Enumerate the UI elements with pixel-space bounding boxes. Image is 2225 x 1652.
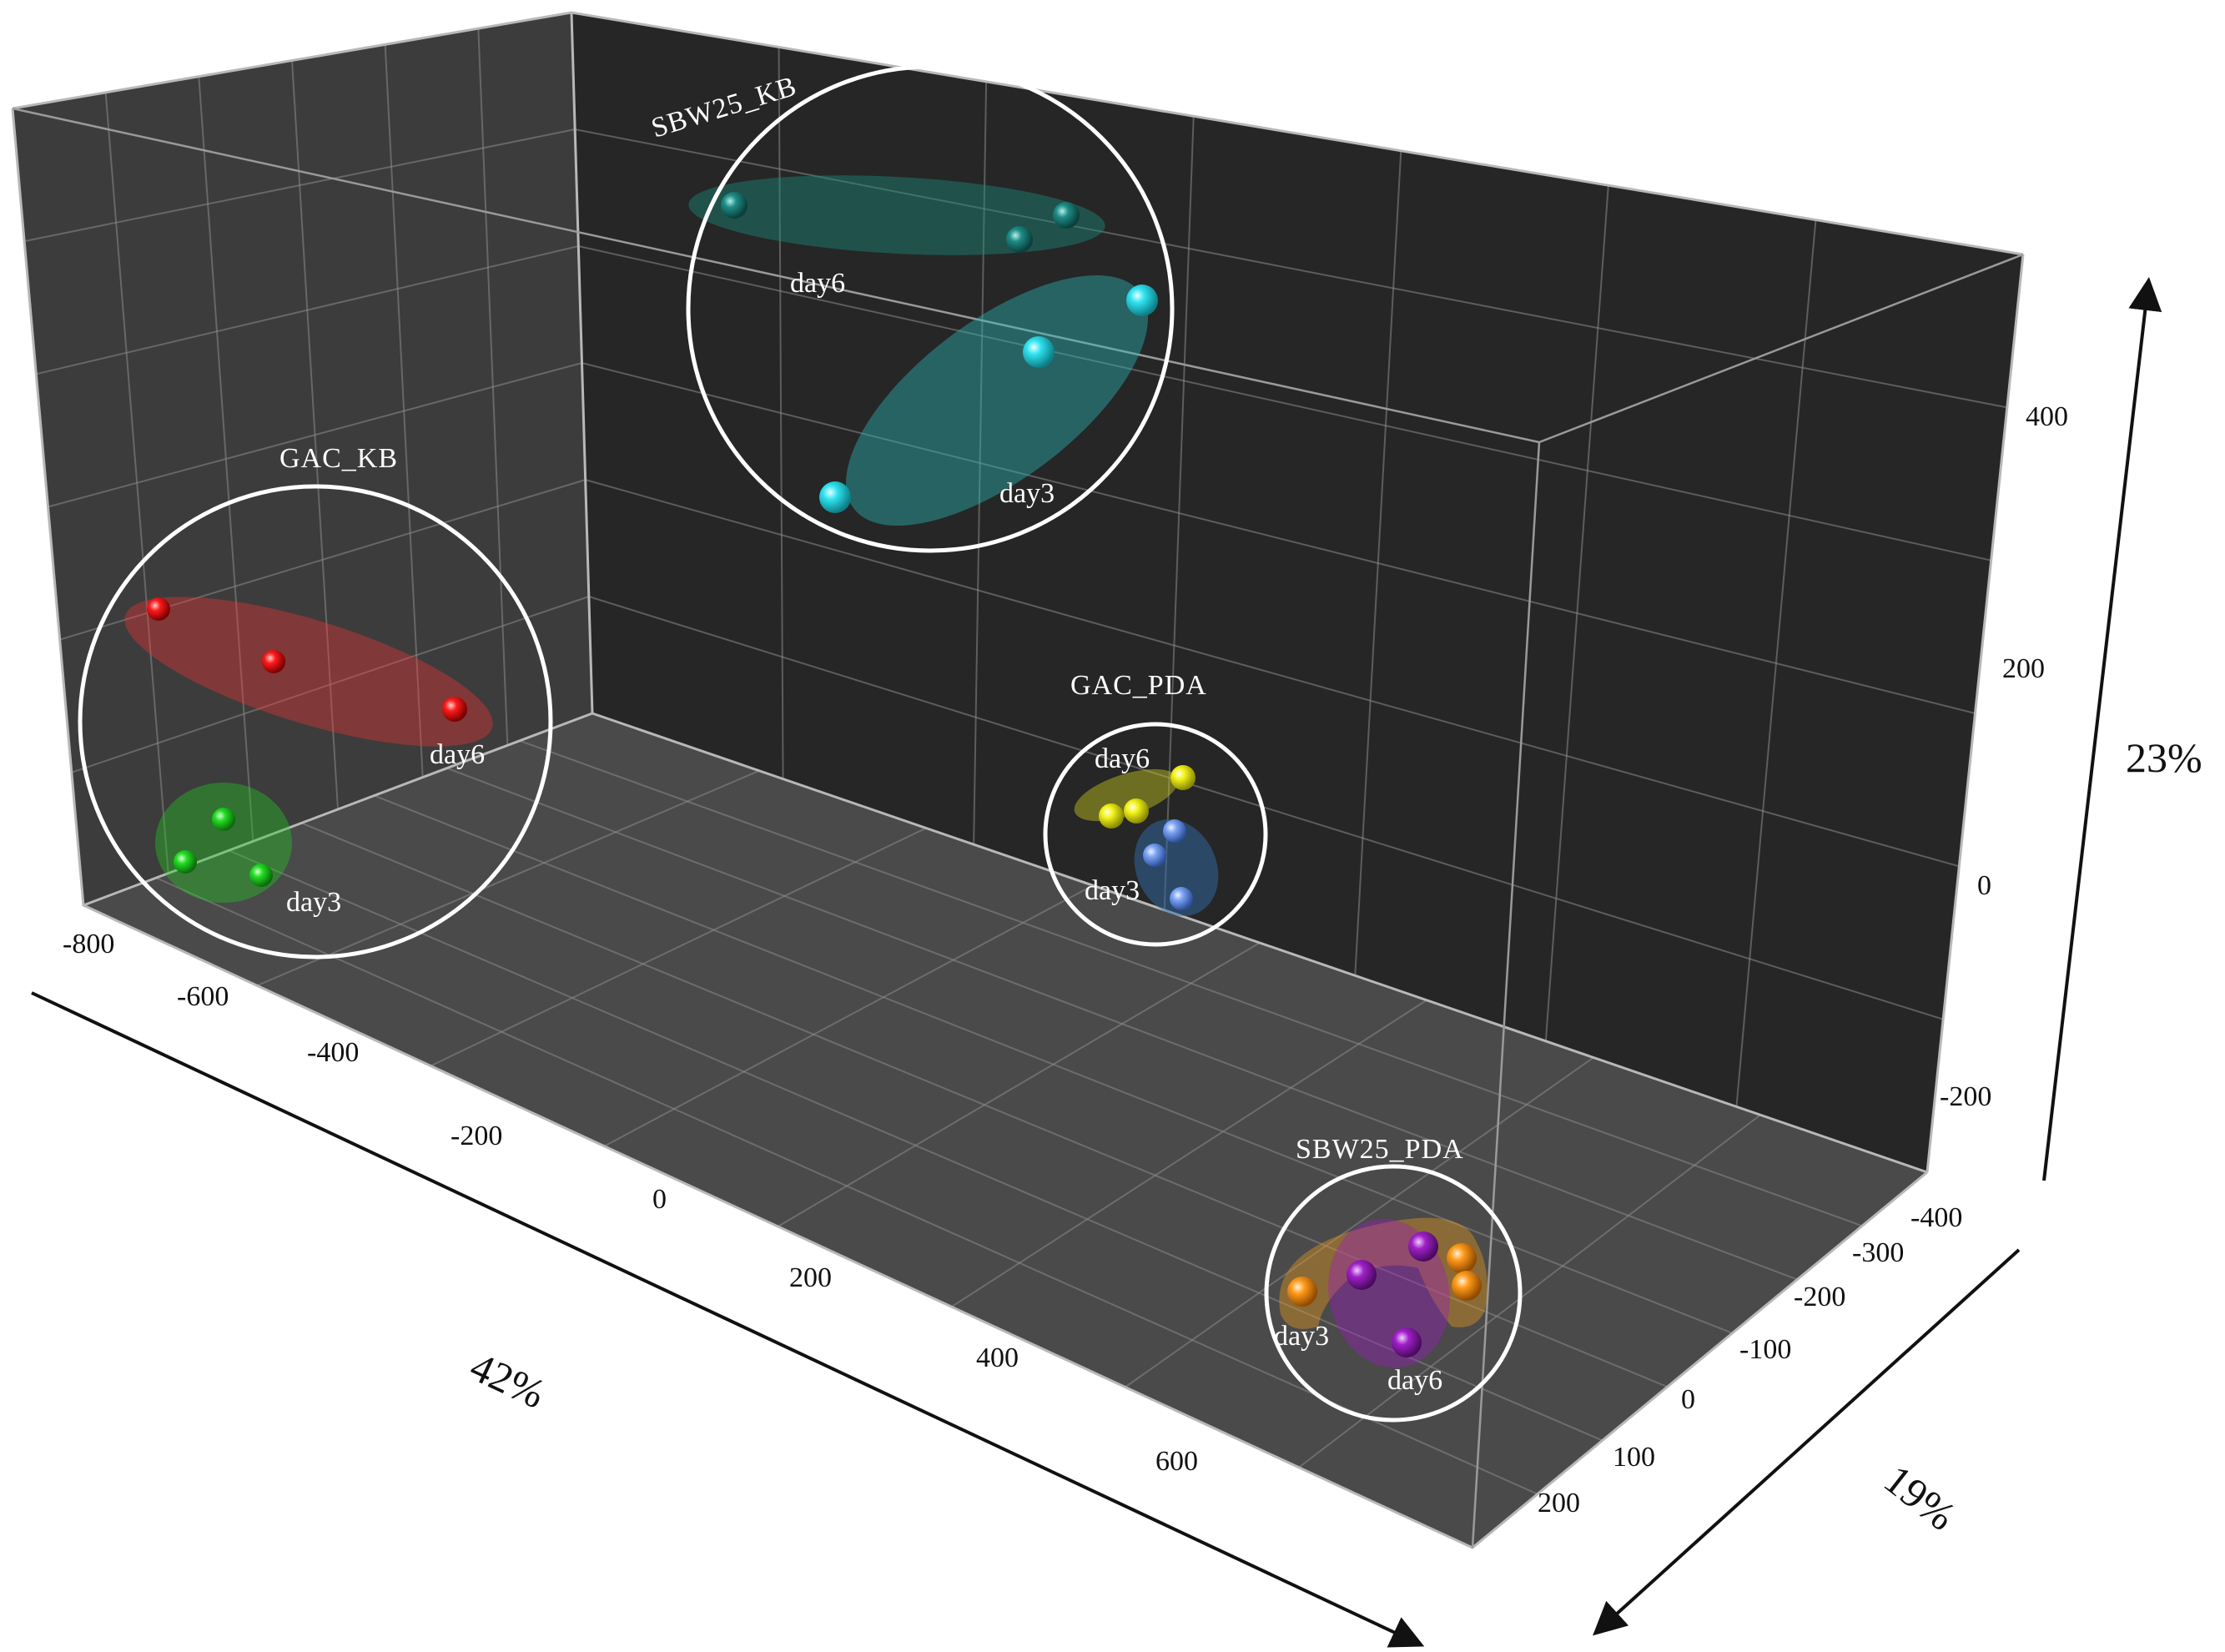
- sublabel-gac-pda-day3: day3: [1085, 875, 1140, 906]
- x-axis-ticks: -800 -600 -400 -200 0 200 400 600: [63, 929, 1198, 1477]
- circle-sbw25-pda: [1264, 1164, 1523, 1423]
- y-tick: 100: [1613, 1442, 1655, 1473]
- x-axis-label: 42%: [463, 1342, 552, 1417]
- sublabel-sbw25-kb-day6: day6: [790, 268, 845, 299]
- x-tick: -600: [177, 981, 229, 1012]
- data-point-gac-kb-day3: [249, 864, 273, 887]
- envelope-gac-kb-day3: [155, 783, 292, 903]
- data-point-gac-kb-day6: [442, 697, 467, 722]
- back-wall: [571, 13, 2023, 1172]
- group-label-gac-kb: GAC_KB: [279, 443, 398, 474]
- z-tick: -200: [1940, 1081, 1991, 1112]
- sublabel-gac-kb-day3: day3: [286, 887, 341, 918]
- axis-arrows: [31, 277, 2162, 1648]
- y-tick: -300: [1852, 1237, 1904, 1268]
- z-axis-label: 23%: [2126, 734, 2202, 781]
- cluster-envelopes: [124, 175, 1488, 1368]
- x-tick: -400: [307, 1037, 359, 1068]
- envelope-sbw25-kb-day3: [846, 275, 1148, 526]
- data-point-sbw25-kb-day3: [819, 481, 851, 513]
- data-point-gac-pda-day6: [1124, 798, 1149, 823]
- data-point-sbw25-pda-day6: [1347, 1260, 1377, 1290]
- circle-sbw25-kb: [686, 64, 1175, 553]
- x-tick: 0: [652, 1184, 667, 1215]
- data-point-gac-kb-day3: [174, 850, 197, 874]
- z-axis-ticks: 400 200 0 -200: [1940, 401, 2068, 1112]
- cluster-labels: GAC_KB day6 day3 SBW25_KB day6 day3 GAC_…: [279, 71, 1464, 1396]
- data-point-sbw25-kb-day6: [721, 192, 748, 219]
- data-point-gac-kb-day6: [147, 597, 170, 621]
- sublabel-sbw25-pda-day6: day6: [1387, 1365, 1442, 1396]
- data-point-sbw25-pda-day3: [1287, 1277, 1317, 1307]
- y-axis-ticks: -400 -300 -200 -100 0 100 200: [1538, 1202, 1962, 1519]
- data-point-gac-pda-day6: [1099, 803, 1124, 829]
- y-axis-label: 19%: [1875, 1456, 1965, 1540]
- data-points: [147, 192, 1482, 1357]
- data-point-sbw25-kb-day6: [1006, 226, 1033, 253]
- data-point-gac-kb-day3: [212, 808, 235, 831]
- y-tick: 0: [1681, 1384, 1695, 1415]
- y-axis-arrow: [1593, 1248, 2021, 1636]
- envelope-gac-pda-day3: [1134, 818, 1219, 917]
- z-axis-arrow: [2042, 277, 2162, 1181]
- data-point-gac-pda-day3: [1170, 887, 1193, 910]
- envelope-gac-kb-day6: [124, 597, 493, 747]
- sublabel-sbw25-kb-day3: day3: [999, 478, 1055, 509]
- box-edges: [11, 11, 2025, 1549]
- left-wall: [13, 13, 592, 905]
- data-point-sbw25-kb-day3: [1023, 336, 1055, 368]
- x-tick: -200: [451, 1121, 502, 1151]
- data-point-sbw25-pda-day3: [1452, 1271, 1482, 1301]
- data-point-gac-pda-day6: [1170, 765, 1196, 790]
- y-tick: -200: [1794, 1282, 1845, 1312]
- x-tick: 200: [789, 1262, 832, 1293]
- z-tick: 0: [1977, 870, 1991, 901]
- sublabel-sbw25-pda-day3: day3: [1274, 1321, 1329, 1352]
- data-point-sbw25-kb-day3: [1126, 285, 1158, 316]
- sublabel-gac-pda-day6: day6: [1095, 743, 1150, 774]
- data-point-sbw25-kb-day6: [1053, 202, 1080, 229]
- group-label-gac-pda: GAC_PDA: [1070, 670, 1207, 701]
- x-axis-arrow: [31, 991, 1425, 1648]
- data-point-sbw25-pda-day6: [1392, 1327, 1422, 1357]
- y-tick: 200: [1538, 1488, 1580, 1519]
- grid-lines: [23, 28, 2008, 1495]
- circle-gac-kb: [78, 484, 553, 959]
- group-label-sbw25-pda: SBW25_PDA: [1296, 1134, 1464, 1165]
- data-point-gac-pda-day3: [1143, 844, 1166, 867]
- x-tick: 400: [976, 1342, 1019, 1373]
- x-tick: 600: [1155, 1446, 1198, 1477]
- data-point-gac-pda-day3: [1163, 819, 1186, 843]
- data-point-sbw25-pda-day6: [1408, 1231, 1438, 1262]
- y-tick: -100: [1739, 1334, 1791, 1365]
- x-tick: -800: [63, 929, 114, 959]
- sublabel-gac-kb-day6: day6: [430, 739, 485, 770]
- circle-gac-pda: [1043, 722, 1268, 947]
- z-tick: 200: [2002, 653, 2045, 684]
- data-point-gac-kb-day6: [262, 650, 285, 673]
- envelope-sbw25-kb-day6: [688, 175, 1105, 255]
- data-point-sbw25-pda-day3: [1447, 1243, 1477, 1273]
- envelope-gac-pda-day6: [1074, 768, 1179, 822]
- group-circles: [78, 64, 1523, 1423]
- y-tick: -400: [1910, 1202, 1962, 1233]
- z-tick: 400: [2026, 401, 2068, 432]
